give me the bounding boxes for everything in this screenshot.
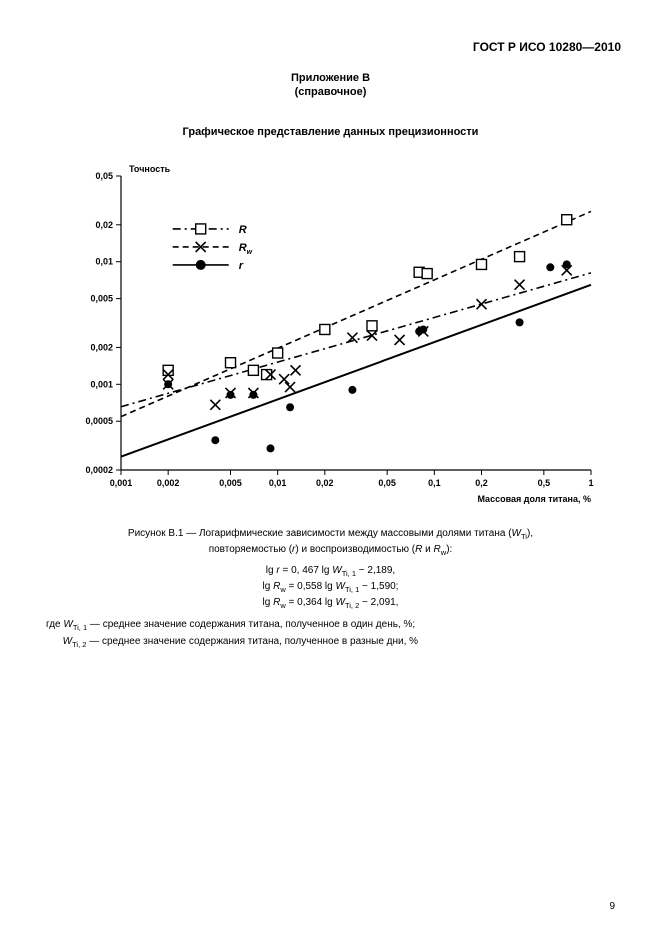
svg-text:0,05: 0,05 [95, 171, 113, 181]
svg-text:0,5: 0,5 [537, 478, 550, 488]
svg-text:0,01: 0,01 [95, 257, 113, 267]
where-text: — среднее значение содержания титана, по… [86, 636, 418, 647]
svg-text:r: r [238, 260, 243, 272]
caption-text: Рисунок В.1 — Логарифмические зависимост… [128, 528, 512, 539]
svg-text:Rw: Rw [238, 242, 252, 256]
svg-text:0,02: 0,02 [95, 220, 113, 230]
svg-text:0,05: 0,05 [378, 478, 396, 488]
svg-text:0,001: 0,001 [90, 379, 113, 389]
svg-text:0,2: 0,2 [475, 478, 488, 488]
svg-text:0,1: 0,1 [428, 478, 441, 488]
svg-text:0,002: 0,002 [90, 342, 113, 352]
svg-text:1: 1 [588, 478, 593, 488]
svg-text:0,0002: 0,0002 [85, 465, 113, 475]
caption-text: ) и воспроизводимостью ( [295, 544, 415, 555]
caption-text: повторяемостью ( [209, 544, 292, 555]
where-block: где WTi, 1 — среднее значение содержания… [40, 617, 621, 650]
svg-text:0,001: 0,001 [109, 478, 132, 488]
appendix-subtitle: (справочное) [40, 86, 621, 98]
figure-caption: Рисунок В.1 — Логарифмические зависимост… [40, 526, 621, 559]
svg-text:Точность: Точность [129, 164, 171, 174]
svg-text:0,005: 0,005 [219, 478, 242, 488]
equations-block: lg r = 0, 467 lg WTi, 1 − 2,189, lg Rw =… [40, 563, 621, 612]
where-prefix: где [46, 619, 63, 630]
figure-title: Графическое представление данных прецизи… [40, 126, 621, 138]
svg-text:0,02: 0,02 [316, 478, 334, 488]
svg-text:R: R [238, 224, 246, 236]
page-number: 9 [609, 901, 615, 912]
caption-text: ): [446, 544, 452, 555]
svg-text:0,005: 0,005 [90, 294, 113, 304]
svg-text:0,0005: 0,0005 [85, 416, 113, 426]
caption-text: и [422, 544, 433, 555]
appendix-title: Приложение В [40, 72, 621, 84]
where-text: — среднее значение содержания титана, по… [87, 619, 415, 630]
svg-text:0,002: 0,002 [156, 478, 179, 488]
precision-chart: 0,0002 0,0005 0,001 0,002 0,005 0,01 0,02 0,05 0… [51, 156, 611, 516]
svg-text:Массовая доля титана, %: Массовая доля титана, % [477, 494, 591, 504]
document-id: ГОСТ Р ИСО 10280—2010 [40, 40, 621, 54]
caption-text: ), [527, 528, 533, 539]
svg-text:0,01: 0,01 [268, 478, 286, 488]
